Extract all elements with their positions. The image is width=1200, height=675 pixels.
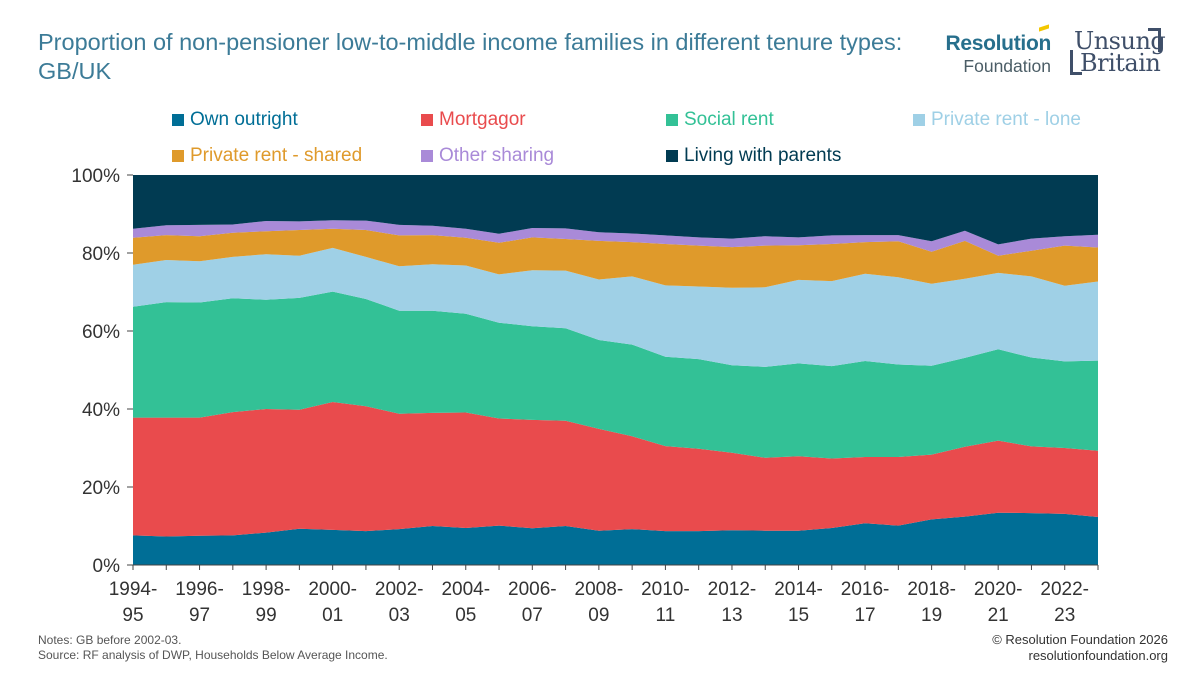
chart-notes: Notes: GB before 2002-03. Source: RF ana…: [38, 633, 388, 663]
x-tick-label: 09: [588, 605, 609, 626]
area-living-with-parents: [133, 175, 1098, 245]
y-tick-label: 0%: [93, 556, 121, 577]
legend-swatch: [666, 114, 678, 126]
legend-swatch: [421, 150, 433, 162]
x-tick-label: 17: [854, 605, 875, 626]
legend-item-own-outright: Own outright: [172, 109, 298, 131]
legend-swatch: [421, 114, 433, 126]
legend-item-social-rent: Social rent: [666, 109, 774, 131]
x-tick-label: 2020-: [974, 579, 1023, 600]
logo-corner-icon: [1070, 50, 1073, 74]
legend-label: Social rent: [684, 109, 774, 130]
logo-corner-icon: [1158, 28, 1161, 52]
chart-title: Proportion of non-pensioner low-to-middl…: [38, 29, 903, 84]
y-axis: 0% 20% 40% 60% 80% 100%: [71, 166, 133, 577]
legend-label: Private rent - lone: [931, 109, 1081, 130]
area-own-outright: [133, 512, 1098, 565]
area-other-sharing: [133, 220, 1098, 256]
y-tick-label: 20%: [82, 478, 120, 499]
resolution-foundation-logo: Resolution Foundation: [930, 24, 1052, 76]
copyright-text: © Resolution Foundation 2026: [992, 632, 1168, 647]
x-tick-label: 2012-: [708, 579, 757, 600]
y-tick-label: 60%: [82, 322, 120, 343]
x-tick-label: 99: [256, 605, 277, 626]
area-social-rent: [133, 291, 1098, 459]
x-tick-label: 19: [921, 605, 942, 626]
x-tick-label: 13: [721, 605, 742, 626]
x-tick-label: 2018-: [907, 579, 956, 600]
logo-text-line1: Resolution: [945, 32, 1052, 55]
legend-swatch: [666, 150, 678, 162]
area-mortgagor: [133, 402, 1098, 537]
x-tick-label: 07: [522, 605, 543, 626]
x-tick-label: 1996-: [175, 579, 224, 600]
x-tick-label: 2004-: [441, 579, 490, 600]
x-tick-label: 2022-: [1040, 579, 1089, 600]
legend-item-mortgagor: Mortgagor: [421, 109, 526, 131]
legend-label: Private rent - shared: [190, 145, 363, 166]
website-text: resolutionfoundation.org: [1028, 648, 1169, 663]
legend-label: Mortgagor: [439, 109, 526, 130]
y-tick-label: 80%: [82, 244, 120, 265]
copyright: © Resolution Foundation 2026 resolutionf…: [992, 632, 1168, 664]
logo-text-line2: Foundation: [963, 56, 1051, 76]
x-tick-label: 23: [1054, 605, 1075, 626]
x-tick-label: 95: [122, 605, 143, 626]
legend-swatch: [913, 114, 925, 126]
legend-item-other-sharing: Other sharing: [421, 145, 554, 167]
legend-item-living-with-parents: Living with parents: [666, 145, 841, 167]
legend-swatch: [172, 114, 184, 126]
legend-label: Own outright: [190, 109, 298, 130]
x-tick-label: 05: [455, 605, 476, 626]
x-tick-label: 2000-: [308, 579, 357, 600]
legend-swatch: [172, 150, 184, 162]
x-tick-label: 03: [389, 605, 410, 626]
x-axis: 1994- 95 1996- 97 1998- 99 2000- 01 2002- 03 2004-…: [109, 564, 1099, 626]
logo-text-line2: Britain: [1080, 49, 1161, 77]
x-tick-label: 21: [988, 605, 1009, 626]
x-tick-label: 11: [656, 605, 676, 626]
x-tick-label: 2010-: [641, 579, 690, 600]
logo-text-line1: Unsung: [1074, 27, 1166, 55]
y-tick-label: 100%: [71, 166, 120, 187]
x-tick-label: 1998-: [242, 579, 291, 600]
legend-label: Other sharing: [439, 145, 555, 166]
area-private-rent-shared: [133, 228, 1098, 288]
legend-label: Living with parents: [684, 145, 842, 166]
x-tick-label: 1994-: [109, 579, 158, 600]
unsung-britain-logo: Unsung Britain: [1070, 28, 1170, 78]
x-tick-label: 01: [322, 605, 343, 626]
notes-text: Notes: GB before 2002-03.: [38, 633, 182, 647]
legend-item-private-rent-shared: Private rent - shared: [172, 145, 362, 167]
logo-corner-icon: [1148, 28, 1161, 31]
x-tick-label: 97: [189, 605, 210, 626]
x-tick-label: 2008-: [575, 579, 624, 600]
source-text: Source: RF analysis of DWP, Households B…: [38, 648, 388, 662]
x-tick-label: 2016-: [841, 579, 890, 600]
y-tick-label: 40%: [82, 400, 120, 421]
x-tick-label: 2006-: [508, 579, 557, 600]
x-tick-label: 2014-: [774, 579, 823, 600]
x-tick-label: 15: [788, 605, 809, 626]
area-series-group: [133, 175, 1098, 565]
logo-corner-icon: [1070, 72, 1082, 75]
area-private-rent-lone: [133, 247, 1098, 367]
legend-item-private-rent-lone: Private rent - lone: [913, 109, 1081, 131]
x-tick-label: 2002-: [375, 579, 424, 600]
